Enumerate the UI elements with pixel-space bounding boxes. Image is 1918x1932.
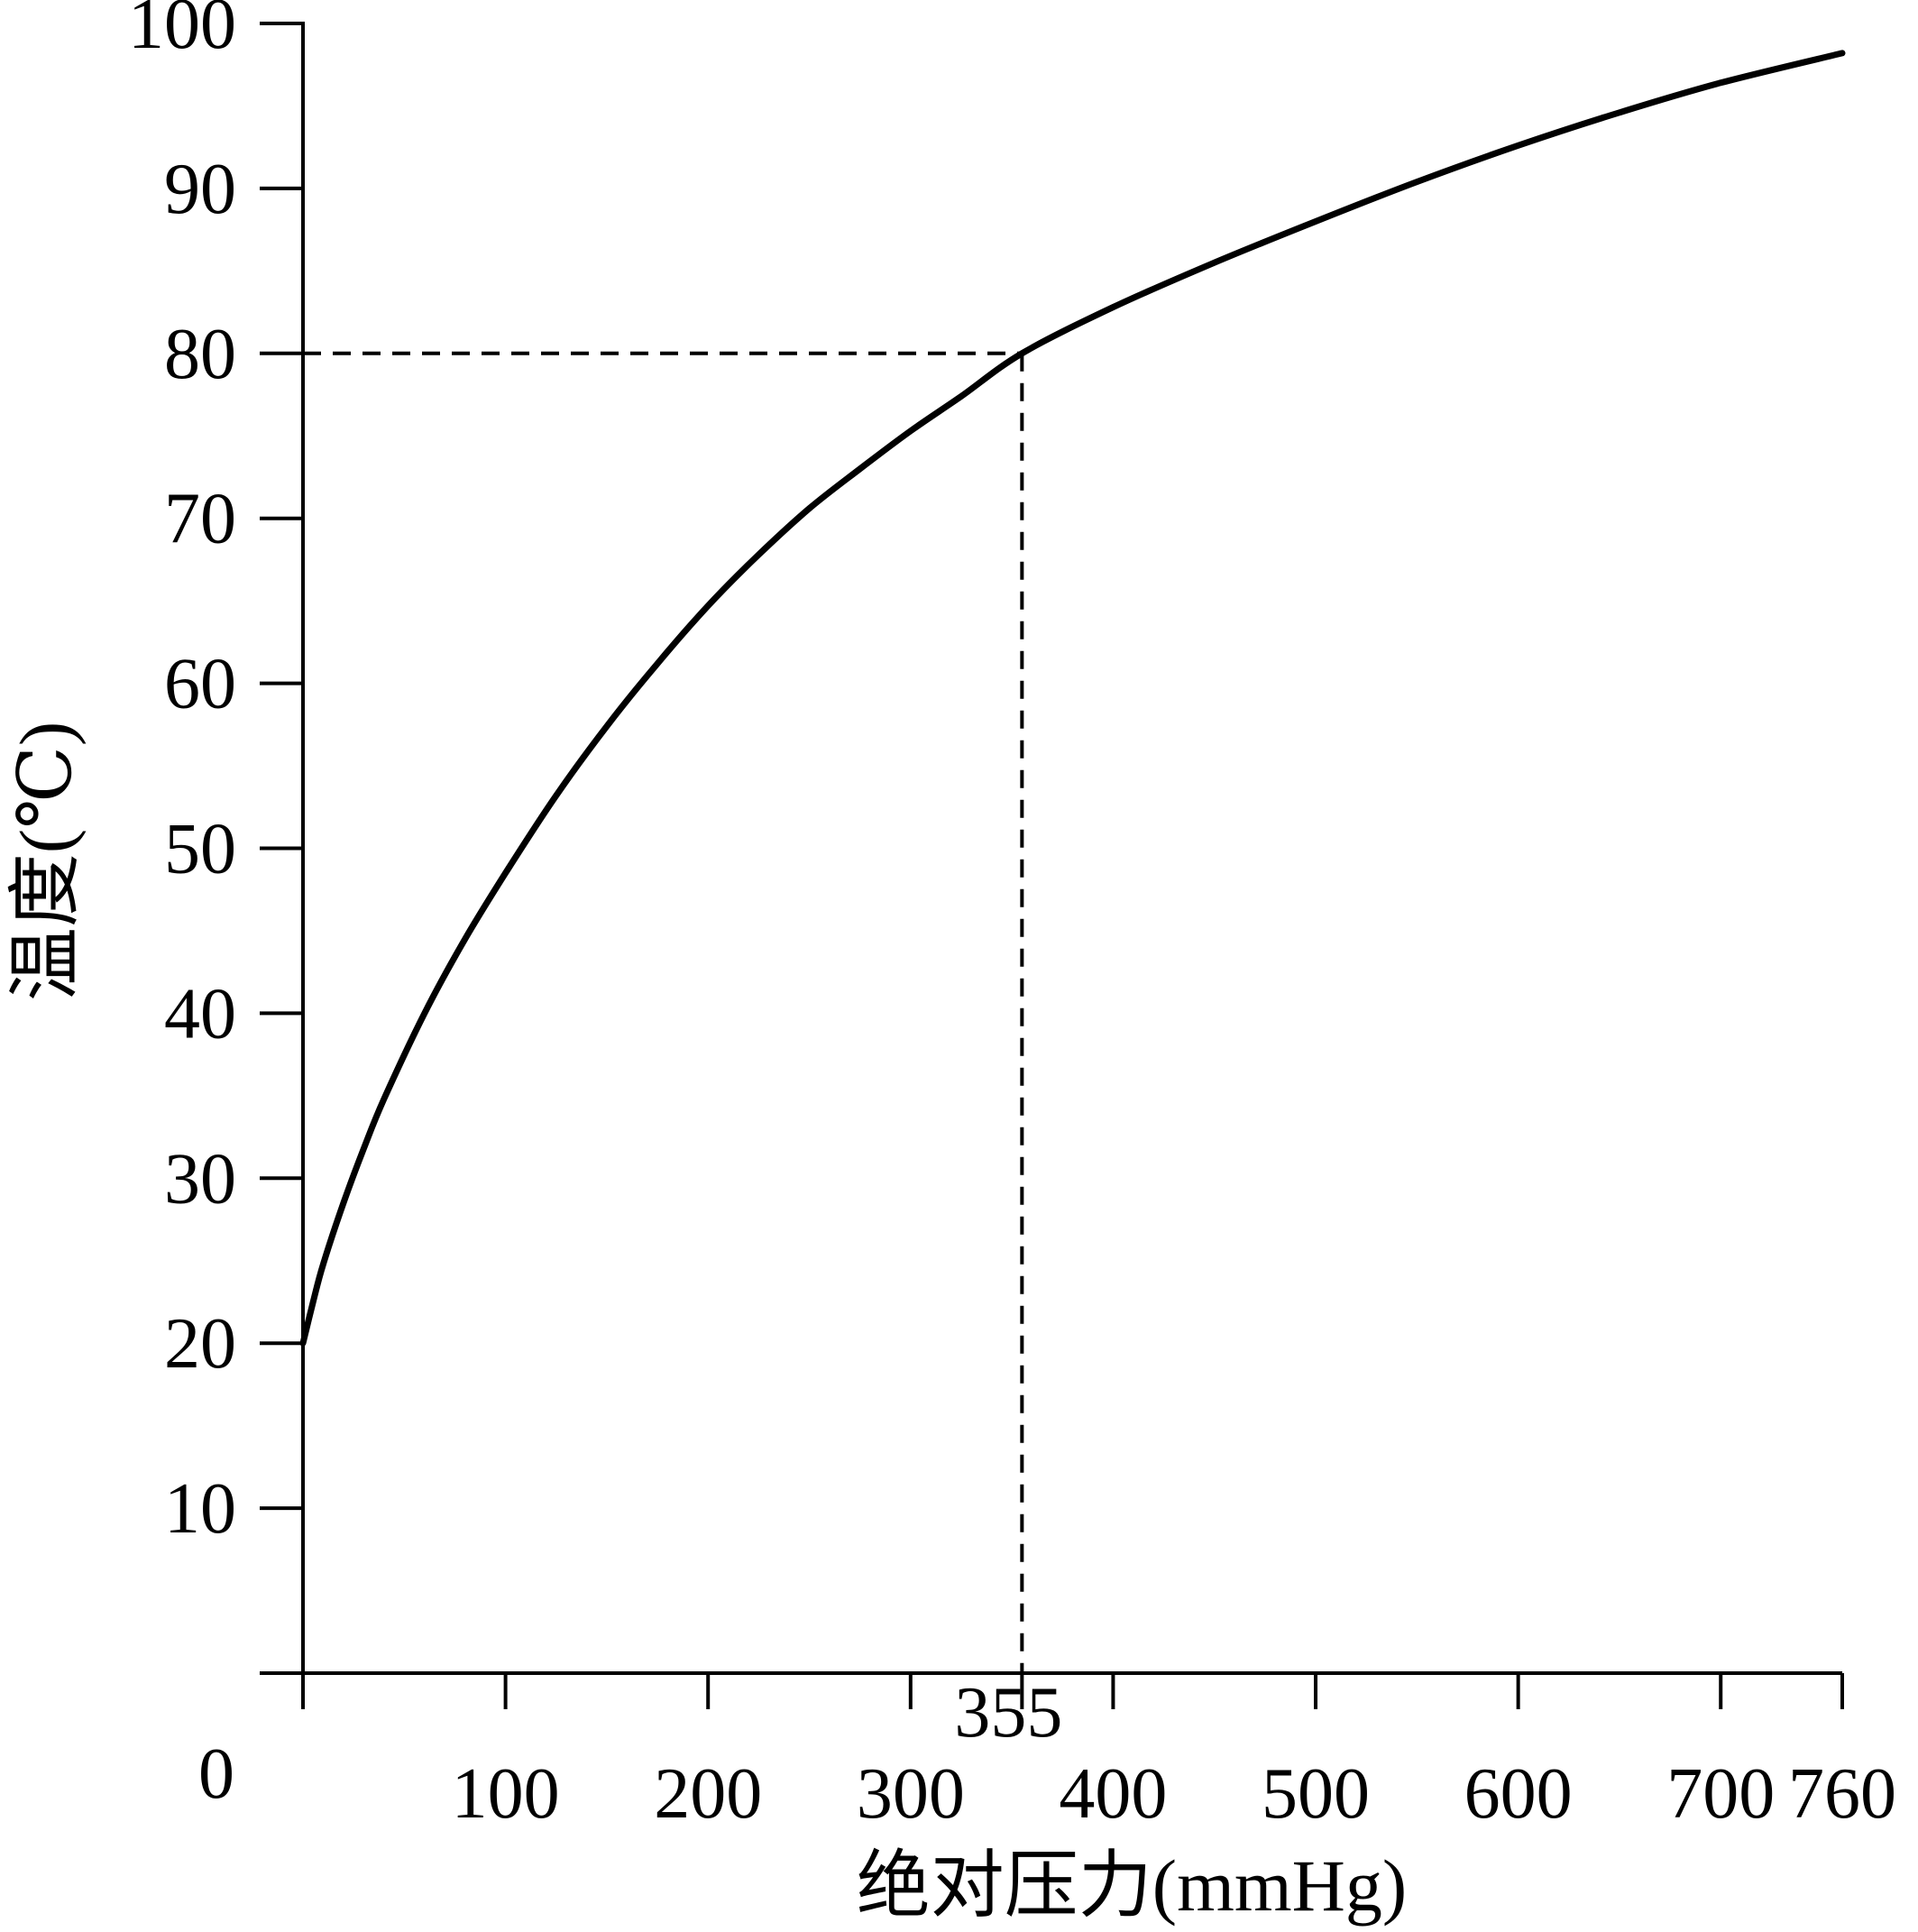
y-tick-label: 80 — [164, 315, 236, 394]
y-tick-label: 50 — [164, 810, 236, 889]
x-tick-label: 100 — [452, 1754, 560, 1834]
y-tick-label: 40 — [164, 974, 236, 1053]
y-tick-label: 20 — [164, 1304, 236, 1384]
series-line — [299, 50, 1846, 1347]
origin-label: 0 — [198, 1734, 234, 1814]
y-axis-label: 温度(℃) — [5, 722, 87, 1001]
x-tick-label: 600 — [1464, 1754, 1573, 1834]
x-tick-label: 500 — [1262, 1754, 1370, 1834]
y-tick-label: 70 — [164, 480, 236, 559]
y-tick-label: 100 — [128, 0, 236, 64]
reference-lines — [303, 351, 1024, 1673]
reference-x-label: 355 — [954, 1673, 1062, 1753]
labels: 10 20 30 40 50 60 70 80 90 100 100 200 300 400 500 600 7… — [5, 0, 1896, 1927]
x-tick-label: 700 — [1666, 1754, 1775, 1834]
y-tick-label: 60 — [164, 645, 236, 724]
x-tick-label: 760 — [1788, 1754, 1896, 1834]
y-tick-label: 90 — [164, 150, 236, 229]
curve-layer — [299, 50, 1846, 1347]
x-tick-label: 300 — [857, 1754, 965, 1834]
y-tick-label: 30 — [164, 1139, 236, 1219]
x-tick-label: 400 — [1059, 1754, 1167, 1834]
y-tick-label: 10 — [164, 1469, 236, 1549]
x-axis-label: 绝对压力(mmHg) — [857, 1845, 1407, 1927]
x-tick-label: 200 — [654, 1754, 762, 1834]
axes — [260, 22, 1844, 1709]
